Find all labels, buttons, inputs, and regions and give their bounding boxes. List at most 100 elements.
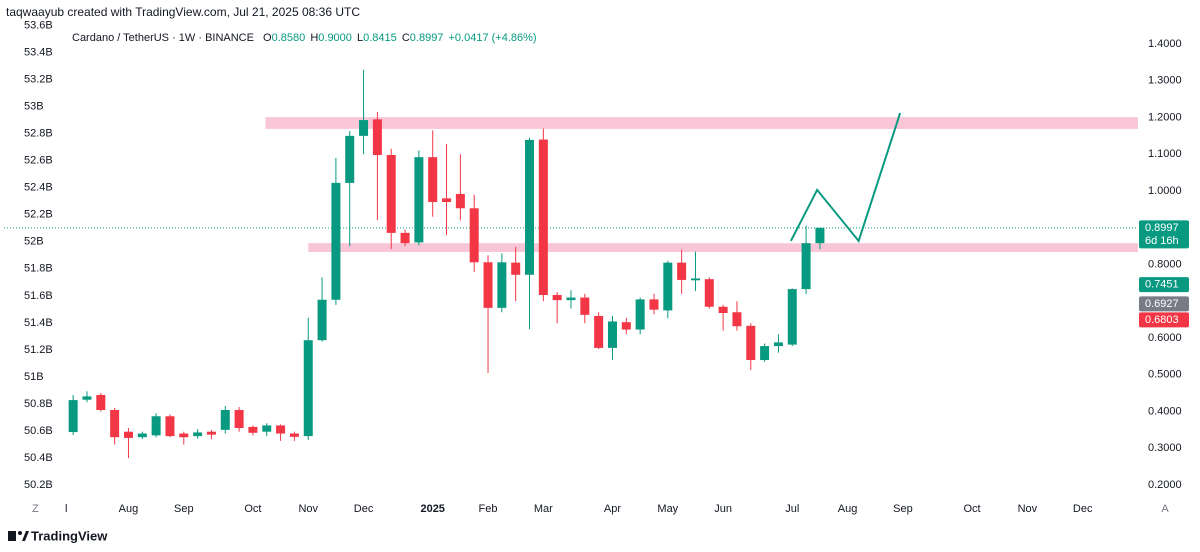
candle-body — [220, 410, 230, 430]
candle-body — [704, 279, 714, 307]
x-tick-label: Jun — [714, 503, 732, 515]
candle-body — [179, 433, 189, 438]
candle-body — [455, 193, 465, 209]
x-tick-label: Sep — [174, 503, 194, 515]
x-tick-label: Jul — [785, 503, 799, 515]
candle-body — [538, 139, 548, 295]
zone — [265, 117, 1138, 129]
candle-body — [331, 182, 341, 300]
x-tick-label: Nov — [298, 503, 318, 515]
y-tick-label: 0.4000 — [1148, 405, 1182, 417]
candle-body — [663, 262, 673, 311]
x-tick-label: Aug — [838, 503, 858, 515]
x-tick-label: Nov — [1018, 503, 1038, 515]
y2-tick-label: 51.6B — [24, 290, 53, 302]
candle-body — [760, 346, 770, 361]
candle-body — [428, 157, 438, 203]
x-tick-label: Mar — [534, 503, 553, 515]
y2-tick-label: 52.4B — [24, 182, 53, 194]
logo — [8, 531, 29, 541]
candle-body — [414, 157, 424, 243]
y-tick-label: 0.6000 — [1148, 332, 1182, 344]
candle-body — [566, 297, 576, 301]
candle-body — [649, 299, 659, 310]
y-tick-label: 1.0000 — [1148, 185, 1182, 197]
candle-body — [773, 342, 783, 347]
candle-body — [732, 312, 742, 327]
corner-left[interactable]: Z — [32, 503, 39, 515]
y-tick-label: 1.1000 — [1148, 148, 1182, 160]
x-tick-label: Oct — [963, 503, 980, 515]
y2-tick-label: 52.8B — [24, 128, 53, 140]
legend-change: +0.0417 (+4.86%) — [449, 32, 537, 44]
candle-body — [137, 433, 147, 438]
candle-body — [317, 299, 327, 341]
price-tag-countdown: 6d 16h — [1145, 235, 1179, 247]
candle-body — [262, 425, 272, 432]
legend-key: L — [357, 32, 363, 44]
candle-body — [82, 396, 92, 400]
y2-tick-label: 50.2B — [24, 479, 53, 491]
zone — [308, 243, 1138, 252]
legend-value: 0.9000 — [318, 32, 352, 44]
candle-body — [497, 262, 507, 308]
candle-body — [400, 232, 410, 244]
corner-right[interactable]: A — [1161, 503, 1169, 515]
projection-line — [789, 112, 902, 244]
y2-tick-label: 53.4B — [24, 46, 53, 58]
y2-tick-label: 52.2B — [24, 209, 53, 221]
x-tick-label: l — [65, 503, 67, 515]
candle-body — [123, 431, 133, 438]
legend-key: H — [310, 32, 318, 44]
candle-body — [276, 425, 286, 434]
y2-tick-label: 52.6B — [24, 155, 53, 167]
candle-body — [635, 299, 645, 330]
candle-body — [746, 325, 756, 361]
x-tick-label: Sep — [893, 503, 913, 515]
legend-value: 0.8415 — [363, 32, 397, 44]
price-tag — [1139, 312, 1189, 328]
y-tick-label: 0.8000 — [1148, 258, 1182, 270]
candle-body — [151, 416, 161, 436]
y2-tick-label: 53B — [24, 100, 44, 112]
y2-tick-label: 51.4B — [24, 317, 53, 329]
candle-body — [345, 135, 355, 183]
price-tag — [1139, 277, 1189, 293]
price-tag — [1139, 220, 1189, 249]
x-tick-label: Dec — [354, 503, 374, 515]
y2-tick-label: 53.6B — [24, 19, 53, 31]
candle-body — [110, 410, 120, 438]
x-tick-label: Apr — [604, 503, 621, 515]
candle-body — [469, 208, 479, 263]
candle-body — [206, 431, 216, 435]
candle-body — [96, 394, 106, 411]
y2-tick-label: 51.8B — [24, 263, 53, 275]
candle-body — [690, 278, 700, 281]
y-tick-label: 1.3000 — [1148, 75, 1182, 87]
candle-body — [594, 315, 604, 348]
candle-body — [677, 262, 687, 280]
candle-body — [525, 139, 535, 275]
candle-body — [552, 294, 562, 301]
y2-tick-label: 50.8B — [24, 398, 53, 410]
candle-body — [815, 227, 825, 244]
legend: Cardano / TetherUS · 1W · BINANCE O0.858… — [72, 32, 537, 44]
candle-body — [483, 262, 493, 308]
price-tag-label: 0.7451 — [1145, 279, 1179, 291]
legend-value: 0.8997 — [410, 32, 444, 44]
candle-body — [165, 416, 175, 437]
price-tag-label: 0.6927 — [1145, 298, 1179, 310]
candle-body — [248, 426, 258, 433]
y2-tick-label: 51.2B — [24, 344, 53, 356]
candle-body — [801, 243, 811, 290]
legend-value: 0.8580 — [272, 32, 306, 44]
footer: TradingView — [31, 528, 108, 543]
candle-body — [372, 119, 382, 155]
candle-body — [511, 262, 521, 275]
legend-title: Cardano / TetherUS · 1W · BINANCE — [72, 32, 254, 44]
price-tag — [1139, 296, 1189, 312]
price-tag-label: 0.8997 — [1145, 222, 1179, 234]
candle-body — [580, 297, 590, 315]
y2-tick-label: 51B — [24, 371, 44, 383]
